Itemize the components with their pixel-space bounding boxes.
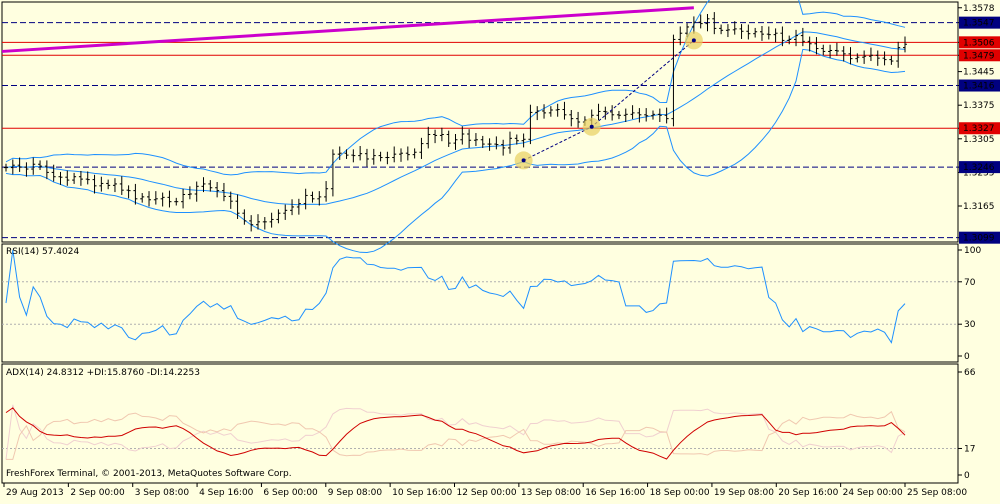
bollinger-upper [5, 0, 906, 176]
time-tick-label: 4 Sep 16:00 [199, 488, 254, 498]
adx-minus-di-line [6, 410, 906, 460]
price-tick-label: 1.3235 [963, 168, 995, 178]
adx-label: ADX(14) 24.8312 +DI:15.8760 -DI:14.2253 [6, 368, 200, 378]
level-tag-label: 1.3506 [963, 38, 995, 48]
time-tick-label: 25 Sep 08:00 [907, 488, 967, 498]
bollinger-lower [5, 48, 906, 254]
adx-tick-label: 0 [964, 471, 970, 481]
level-tag-label: 1.3099 [963, 234, 995, 244]
time-tick-label: 12 Sep 00:00 [457, 488, 517, 498]
rsi-line [5, 249, 906, 344]
price-tick-label: 1.3578 [963, 4, 995, 14]
rsi-tick-label: 30 [964, 320, 976, 330]
fractal-point [521, 158, 526, 163]
level-tag [959, 36, 1000, 49]
time-tick-label: 24 Sep 00:00 [843, 488, 903, 498]
time-tick-label: 16 Sep 16:00 [585, 488, 645, 498]
level-tag [959, 122, 1000, 135]
price-tick-label: 1.3305 [963, 135, 995, 145]
level-tag-label: 1.3479 [963, 51, 995, 61]
adx-line [5, 407, 906, 460]
level-tag [959, 16, 1000, 29]
adx-plus-di-line [5, 404, 906, 460]
rsi-tick-label: 100 [964, 246, 981, 256]
price-tick-label: 1.3445 [963, 68, 995, 78]
copyright-text: FreshForex Terminal, © 2001-2013, MetaQu… [6, 469, 292, 479]
time-tick-label: 10 Sep 16:00 [392, 488, 452, 498]
time-tick-label: 29 Aug 2013 [6, 488, 64, 498]
time-tick-label: 3 Sep 08:00 [135, 488, 190, 498]
level-tag-label: 1.3327 [963, 124, 995, 134]
time-tick-label: 6 Sep 00:00 [263, 488, 318, 498]
adx-pane [1, 363, 959, 484]
rsi-tick-label: 0 [964, 352, 970, 362]
bollinger-middle [5, 31, 906, 206]
price-tick-label: 1.3375 [963, 101, 995, 111]
time-tick-label: 2 Sep 00:00 [70, 488, 125, 498]
time-tick-label: 13 Sep 08:00 [521, 488, 581, 498]
level-tag-label: 1.3246 [963, 163, 995, 173]
time-tick-label: 20 Sep 16:00 [778, 488, 838, 498]
level-tag [959, 161, 1000, 174]
level-tag [959, 49, 1000, 62]
trendline [1, 6, 694, 53]
rsi-label: RSI(14) 57.4024 [6, 247, 80, 257]
price-tick-label: 1.3165 [963, 202, 995, 212]
adx-tick-label: 66 [964, 368, 976, 378]
time-tick-label: 19 Sep 08:00 [714, 488, 774, 498]
level-tag [959, 231, 1000, 244]
rsi-tick-label: 70 [964, 278, 976, 288]
level-tag-label: 1.3416 [963, 82, 995, 92]
time-tick-label: 9 Sep 08:00 [328, 488, 383, 498]
level-tag [959, 79, 1000, 92]
time-tick-label: 18 Sep 00:00 [650, 488, 710, 498]
adx-tick-label: 17 [964, 444, 975, 454]
fractal-point [691, 38, 696, 43]
level-tag-label: 1.3547 [963, 19, 995, 29]
fractal-point [589, 124, 594, 129]
rsi-pane [1, 243, 959, 363]
